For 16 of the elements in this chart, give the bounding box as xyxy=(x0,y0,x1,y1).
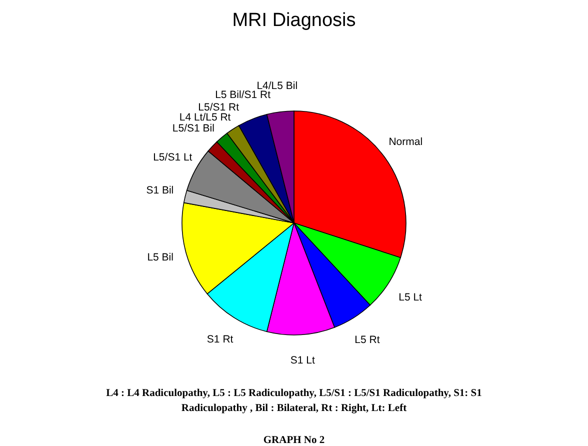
text: L4 : L4 Radiculopathy, L5 : L5 Radiculopathy, L5/S1 : L5/S1 Radiculopathy, S1: S1 xyxy=(106,388,482,399)
slice-label: Normal xyxy=(388,136,423,148)
text: GRAPH No 2 xyxy=(263,435,325,446)
slice-label: L5/S1 Lt xyxy=(153,151,192,164)
slice-label: L5 Bil xyxy=(147,251,174,264)
slice-label: S1 Rt xyxy=(206,334,234,346)
slice-label: S1 Lt xyxy=(290,354,315,367)
slice-label: L4 Lt/L5 Rt xyxy=(179,112,231,124)
chart-title: MRI Diagnosis xyxy=(232,10,356,31)
slice-label: L5/S1 Rt xyxy=(198,101,240,114)
slice-label: L5 Lt xyxy=(398,291,422,304)
slice-label: S1 Bil xyxy=(146,184,174,196)
slice-label: L5 Rt xyxy=(354,334,380,346)
slice-label: L5/S1 Bil xyxy=(172,122,214,135)
text: Radiculopathy , Bil : Bilateral, Rt : Right, Lt: Left xyxy=(181,403,408,414)
slice-label: L5 Bil/S1 Rt xyxy=(215,88,271,101)
